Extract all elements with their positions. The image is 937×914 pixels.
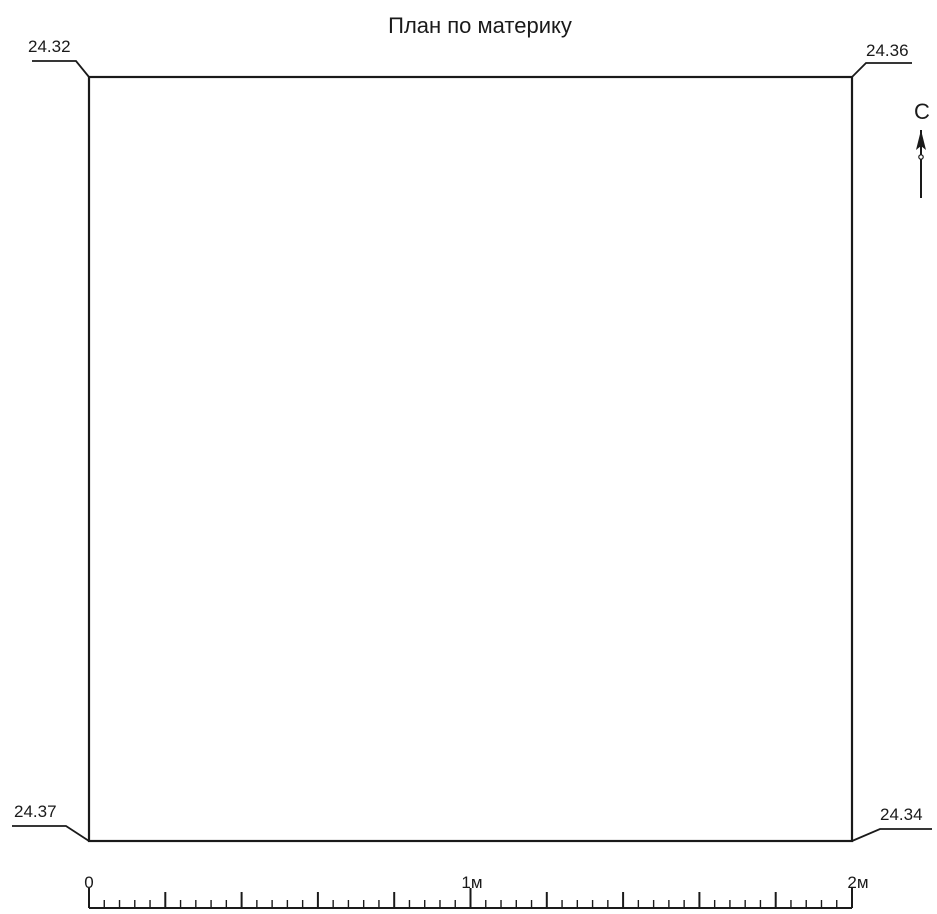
elevation-leader-top-left [32, 60, 90, 78]
north-label: С [914, 99, 930, 124]
elevation-label-bottom-right: 24.34 [880, 805, 923, 824]
scale-bar: 0 1м 2м [84, 873, 869, 909]
elevation-label-bottom-left: 24.37 [14, 802, 57, 821]
elevation-label-top-left: 24.32 [28, 37, 71, 56]
elevation-leader-bottom-right [851, 828, 932, 842]
plan-boundary [87, 75, 854, 843]
north-arrow-icon: С [914, 99, 930, 198]
elevation-leader-bottom-left [12, 825, 90, 842]
scale-label-0: 0 [84, 873, 93, 892]
scale-label-2m: 2м [847, 873, 868, 892]
elevation-label-top-right: 24.36 [866, 41, 909, 60]
elevation-leader-top-right [851, 62, 912, 78]
scale-label-1m: 1м [461, 873, 482, 892]
plan-title: План по материку [388, 13, 572, 38]
